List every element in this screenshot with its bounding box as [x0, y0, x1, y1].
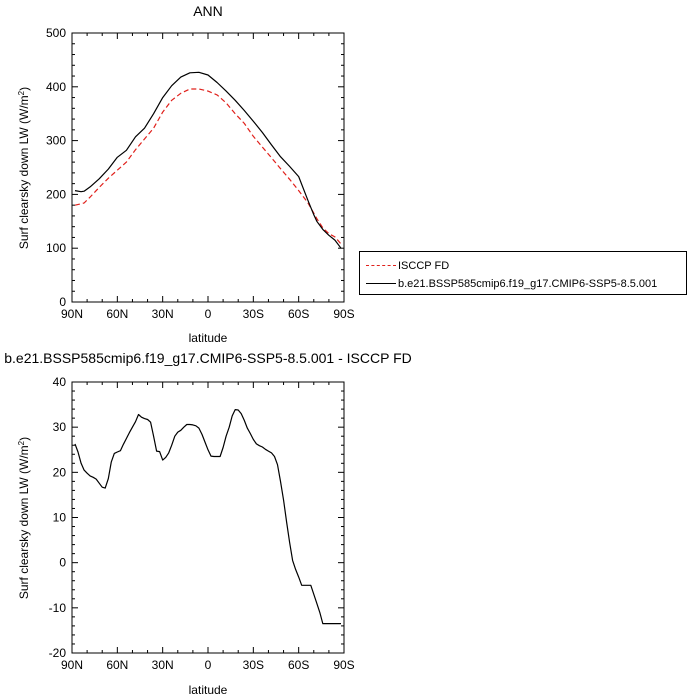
- legend: ISCCP FD b.e21.BSSP585cmip6.f19_g17.CMIP…: [359, 251, 687, 295]
- top-y-tick-label: 100: [46, 241, 66, 255]
- bottom-panel-title: b.e21.BSSP585cmip6.f19_g17.CMIP6-SSP5-8.…: [4, 350, 412, 366]
- top-y-tick-label: 500: [46, 26, 66, 40]
- bottom-series: [74, 409, 341, 625]
- top-x-tick-label: 90N: [61, 307, 83, 321]
- legend-swatch-dashed-red: [366, 265, 396, 266]
- legend-label-model: b.e21.BSSP585cmip6.f19_g17.CMIP6-SSP5-8.…: [398, 278, 658, 290]
- bottom-y-axis-label: Surf clearsky down LW (W/m2): [17, 437, 32, 599]
- top-y-tick-label: 300: [46, 134, 66, 148]
- top-panel-title: ANN: [193, 3, 223, 19]
- top-x-tick-label: 90S: [333, 307, 354, 321]
- top-plot-frame: [71, 32, 345, 303]
- bottom-y-tick-label: 30: [53, 420, 67, 434]
- top-y-tick-label: 400: [46, 80, 66, 94]
- top-panel: ANN 90N 60N 30N 0 30S 60S 90S0100200300400500 …: [17, 3, 355, 345]
- bottom-series-line-0: [74, 409, 341, 625]
- bottom-x-tick-label: 30S: [243, 658, 264, 672]
- top-y-tick-label: 200: [46, 187, 66, 201]
- legend-label-isccp: ISCCP FD: [398, 260, 450, 272]
- bottom-ticks: 90N 60N 30N 0 30S 60S 90S -20 -10 0 10 20 30 40: [49, 375, 355, 672]
- top-x-tick-label: 30S: [243, 307, 264, 321]
- bottom-y-tick-label: 10: [53, 511, 67, 525]
- top-x-tick-label: 60N: [106, 307, 128, 321]
- top-x-tick-label: 0: [205, 307, 212, 321]
- bottom-x-tick-label: 60N: [106, 658, 128, 672]
- bottom-x-tick-label: 90S: [333, 658, 354, 672]
- top-x-axis-label: latitude: [189, 331, 228, 345]
- bottom-x-tick-label: 30N: [152, 658, 174, 672]
- bottom-y-tick-label: 0: [59, 556, 66, 570]
- bottom-y-tick-label: -10: [49, 601, 67, 615]
- bottom-y-tick-label: 40: [53, 375, 67, 389]
- bottom-panel: b.e21.BSSP585cmip6.f19_g17.CMIP6-SSP5-8.…: [4, 350, 412, 697]
- top-x-tick-label: 60S: [288, 307, 309, 321]
- top-series-line-1: [74, 71, 342, 249]
- bottom-x-tick-label: 0: [205, 658, 212, 672]
- bottom-x-axis-label: latitude: [189, 683, 228, 697]
- bottom-y-tick-label: 20: [53, 465, 67, 479]
- bottom-x-tick-label: 60S: [288, 658, 309, 672]
- top-x-tick-label: 30N: [152, 307, 174, 321]
- bottom-y-tick-label: -20: [49, 646, 67, 660]
- legend-swatch-solid-black: [366, 283, 396, 284]
- bottom-plot-frame: [71, 381, 345, 654]
- bottom-x-tick-label: 90N: [61, 658, 83, 672]
- top-ticks: 90N 60N 30N 0 30S 60S 90S 0 100 200 300 400 500: [46, 26, 355, 321]
- top-y-tick-label: 0: [59, 295, 66, 309]
- top-y-axis-label: Surf clearsky down LW (W/m2): [17, 87, 32, 249]
- top-series: [74, 71, 342, 249]
- top-series-line-0: [74, 88, 342, 245]
